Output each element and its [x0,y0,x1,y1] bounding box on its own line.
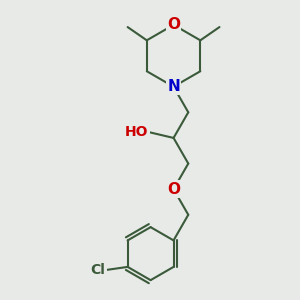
Text: HO: HO [125,125,148,139]
Text: N: N [167,79,180,94]
Text: Cl: Cl [91,263,106,277]
Text: O: O [167,17,180,32]
Text: O: O [167,182,180,197]
